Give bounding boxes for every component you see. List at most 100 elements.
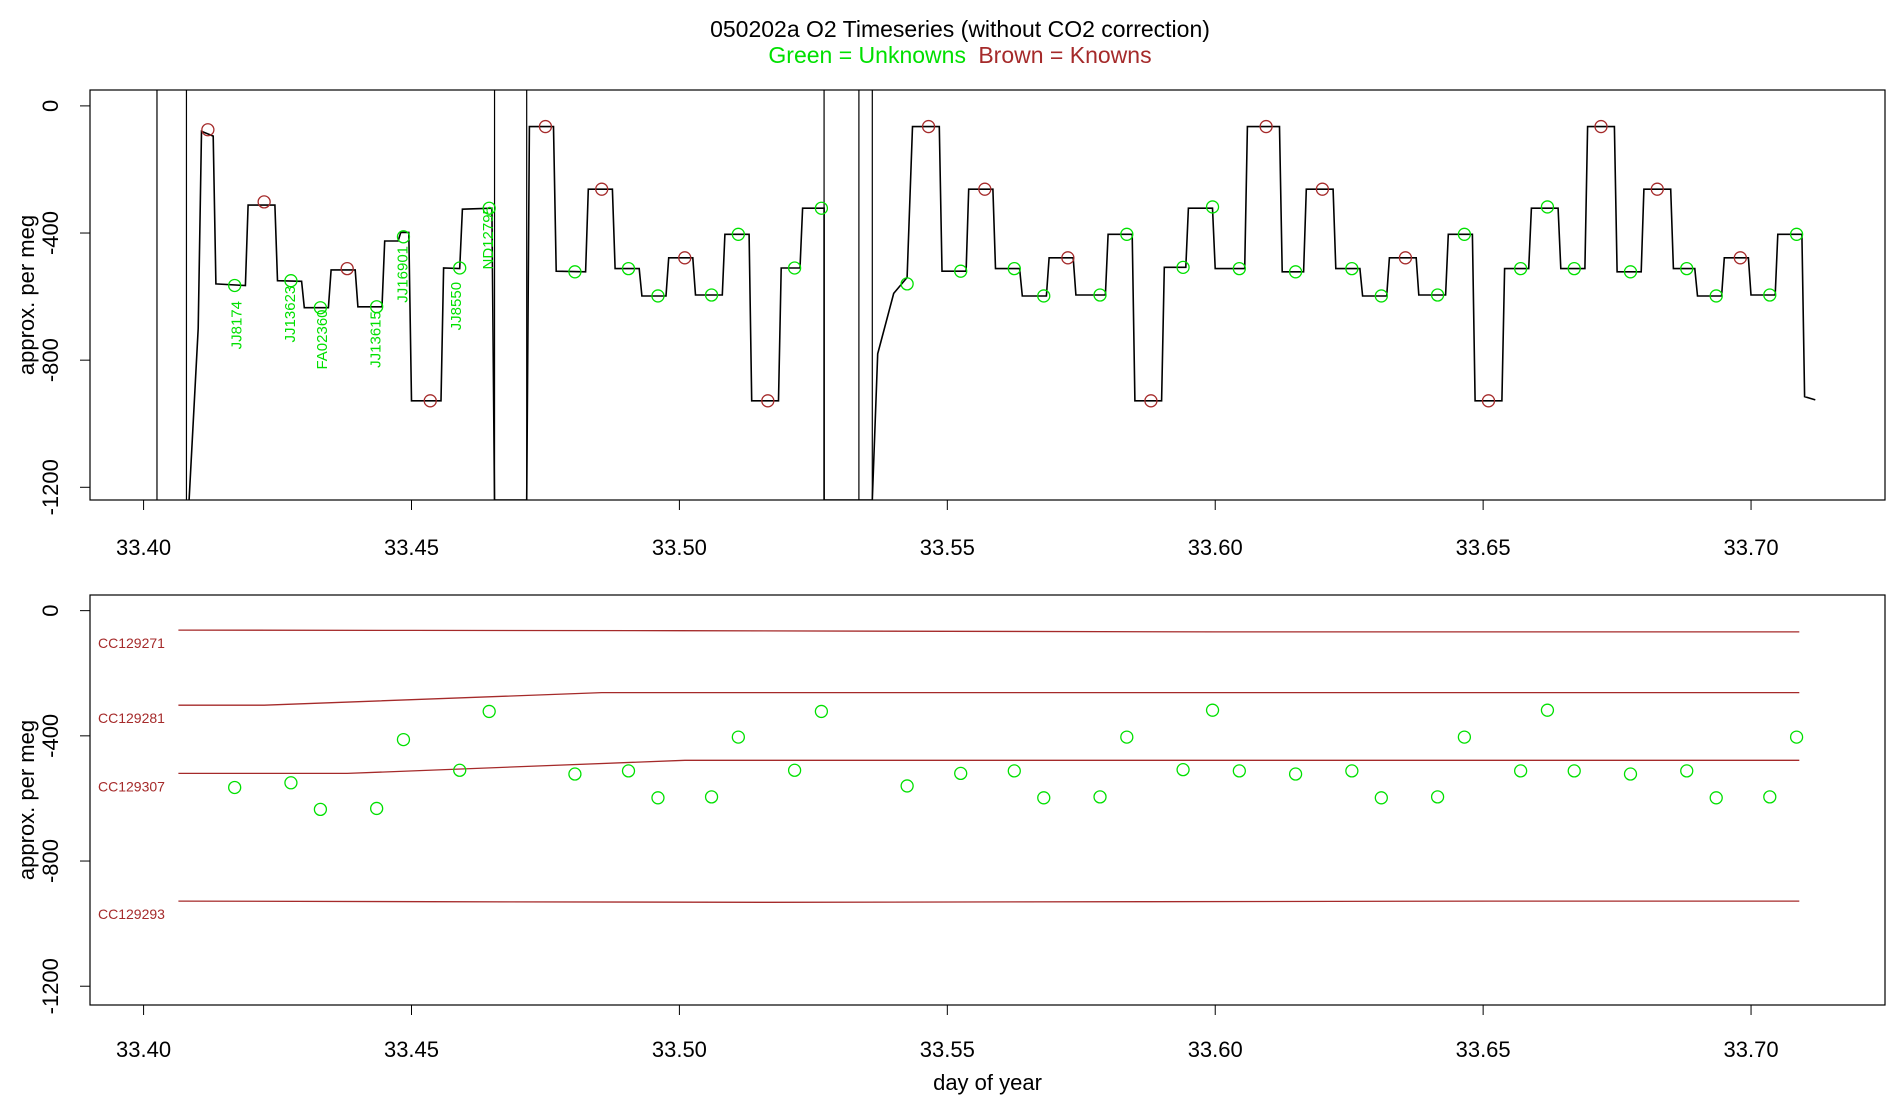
unknown-point bbox=[704, 790, 719, 804]
unknown-point bbox=[1205, 703, 1220, 717]
y-tick-label: -1200 bbox=[38, 958, 63, 1014]
unknown-point bbox=[1623, 767, 1638, 781]
unknown-point bbox=[1680, 764, 1694, 778]
unknown-point bbox=[731, 730, 745, 744]
unknown-point bbox=[1345, 261, 1359, 276]
unknown-point bbox=[396, 230, 411, 244]
reference-label: CC129293 bbox=[98, 906, 165, 922]
y-axis-label: approx. per meg bbox=[14, 215, 39, 375]
unknown-point bbox=[787, 763, 802, 777]
reference-label: CC129271 bbox=[98, 635, 165, 651]
unknown-point bbox=[284, 274, 298, 288]
known-point bbox=[1061, 251, 1075, 265]
unknown-point bbox=[1430, 288, 1445, 302]
known-point bbox=[595, 182, 609, 196]
unknown-point bbox=[1567, 261, 1581, 276]
unknown-point bbox=[1457, 730, 1472, 744]
unknown-point bbox=[482, 201, 496, 215]
unknown-point bbox=[1457, 227, 1472, 241]
unknown-point bbox=[731, 227, 745, 241]
unknown-point bbox=[1288, 265, 1303, 279]
x-tick-label: 33.65 bbox=[1456, 1037, 1511, 1062]
unknown-point bbox=[954, 766, 968, 781]
plot-frame bbox=[89, 594, 1886, 1006]
unknown-point bbox=[1374, 791, 1388, 805]
known-point bbox=[1733, 251, 1747, 265]
known-point bbox=[538, 119, 553, 134]
bottom-panel: 33.40 33.45 33.50 33.55 33.60 33.65 33.70 0 -400… bbox=[14, 594, 1886, 1095]
unknown-point bbox=[228, 278, 242, 293]
unknown-point bbox=[621, 764, 636, 778]
unknown-point bbox=[1374, 289, 1388, 303]
unknown-point bbox=[1093, 790, 1107, 804]
chart-title: 050202a O2 Timeseries (without CO2 corre… bbox=[710, 16, 1210, 42]
reference-label: CC129281 bbox=[98, 710, 165, 726]
known-point bbox=[1315, 182, 1330, 196]
x-tick-label: 33.55 bbox=[920, 535, 975, 560]
unknown-point bbox=[1120, 730, 1134, 744]
unknown-point bbox=[370, 801, 384, 816]
unknown-point bbox=[313, 802, 328, 817]
unknown-point bbox=[787, 261, 802, 275]
unknown-point bbox=[1205, 200, 1220, 214]
unknown-point bbox=[228, 780, 242, 795]
unknown-point bbox=[1345, 764, 1359, 778]
unknown-point bbox=[1093, 288, 1107, 302]
unknown-point bbox=[313, 301, 328, 315]
reference-label: CC129307 bbox=[98, 778, 165, 794]
unknown-point bbox=[900, 277, 914, 291]
sample-label: JJ8174 bbox=[228, 301, 245, 349]
known-point bbox=[257, 195, 271, 209]
y-tick-label: -800 bbox=[38, 338, 63, 382]
unknown-point bbox=[814, 704, 829, 719]
y-axis-label: approx. per meg bbox=[14, 720, 39, 880]
unknown-point bbox=[1176, 260, 1190, 274]
x-tick-label: 33.65 bbox=[1456, 535, 1511, 560]
unknown-point bbox=[1763, 288, 1777, 302]
x-tick-label: 33.45 bbox=[384, 535, 439, 560]
unknown-point bbox=[1232, 261, 1246, 276]
unknown-point bbox=[453, 763, 467, 777]
unknown-point bbox=[1513, 261, 1528, 276]
legend-line: Green = Unknowns Brown = Knowns bbox=[768, 42, 1151, 68]
y-tick-label: 0 bbox=[38, 605, 63, 617]
unknown-point bbox=[396, 732, 411, 747]
unknown-point bbox=[954, 264, 968, 278]
unknown-point bbox=[1288, 767, 1303, 781]
unknown-point bbox=[1037, 289, 1051, 303]
x-tick-label: 33.60 bbox=[1188, 1037, 1243, 1062]
x-axis-label: day of year bbox=[933, 1070, 1042, 1095]
known-point bbox=[761, 394, 775, 408]
known-point bbox=[1594, 119, 1608, 134]
legend-unknowns: Green = Unknowns bbox=[768, 42, 966, 68]
unknown-point bbox=[1232, 764, 1246, 778]
known-point bbox=[1481, 394, 1496, 408]
unknown-point bbox=[453, 261, 467, 275]
o2-trace-line bbox=[188, 125, 1816, 500]
x-tick-label: 33.40 bbox=[116, 1037, 171, 1062]
reference-line bbox=[178, 629, 1800, 633]
unknown-point bbox=[284, 776, 298, 790]
y-tick-label: -800 bbox=[38, 839, 63, 883]
sample-label: ND12795 bbox=[480, 206, 497, 269]
unknown-point bbox=[1567, 764, 1581, 778]
known-point bbox=[1144, 394, 1158, 408]
unknown-point bbox=[1120, 227, 1134, 241]
unknown-point bbox=[900, 779, 914, 793]
unknown-point bbox=[621, 261, 636, 276]
unknown-point bbox=[1037, 791, 1051, 805]
legend-knowns: Brown = Knowns bbox=[978, 42, 1151, 68]
x-tick-label: 33.70 bbox=[1724, 535, 1779, 560]
y-tick-label: -1200 bbox=[38, 459, 63, 515]
unknown-point bbox=[1540, 200, 1555, 214]
reference-line bbox=[178, 759, 1800, 775]
unknown-point bbox=[482, 704, 496, 719]
sample-label: JJ8550 bbox=[448, 282, 465, 330]
x-tick-label: 33.45 bbox=[384, 1037, 439, 1062]
unknown-point bbox=[651, 289, 665, 303]
unknown-point bbox=[1007, 764, 1021, 778]
x-tick-label: 33.40 bbox=[116, 535, 171, 560]
y-tick-label: 0 bbox=[38, 100, 63, 112]
y-tick-label: -400 bbox=[38, 714, 63, 758]
known-point bbox=[340, 261, 354, 276]
